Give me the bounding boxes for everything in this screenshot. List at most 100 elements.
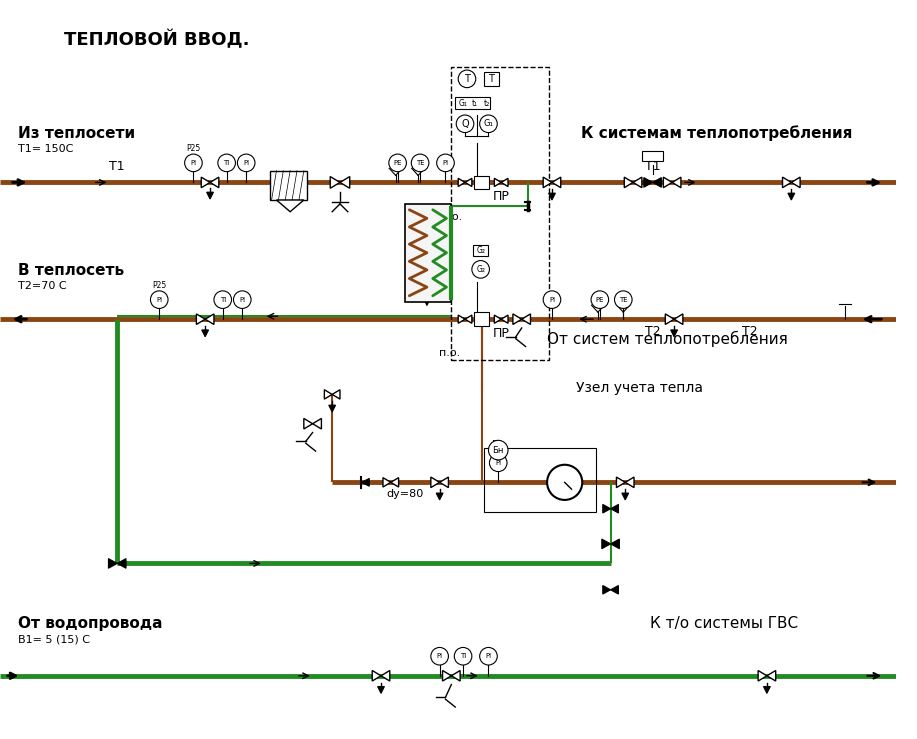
Polygon shape (391, 477, 399, 487)
Polygon shape (332, 389, 340, 399)
Polygon shape (439, 477, 448, 488)
Polygon shape (602, 505, 611, 513)
Polygon shape (304, 418, 313, 429)
Text: Q: Q (461, 119, 469, 129)
Polygon shape (494, 178, 502, 186)
Text: PE: PE (596, 296, 604, 303)
Polygon shape (522, 314, 530, 324)
Text: ТЕПЛОВОЙ ВВОД.: ТЕПЛОВОЙ ВВОД. (63, 30, 249, 50)
Bar (270, 171, 307, 200)
Text: К системам теплопотребления: К системам теплопотребления (581, 126, 853, 141)
Polygon shape (372, 670, 381, 681)
Polygon shape (622, 493, 629, 500)
Polygon shape (611, 505, 618, 513)
Text: PI: PI (243, 160, 249, 166)
Text: dy=80: dy=80 (387, 489, 424, 499)
Text: Бн: Бн (492, 440, 504, 450)
Polygon shape (201, 177, 210, 188)
Text: От водопровода: От водопровода (17, 616, 162, 632)
Text: п.о.: п.о. (438, 348, 460, 358)
Text: PI: PI (436, 653, 443, 659)
Circle shape (234, 291, 251, 308)
Bar (405, 204, 451, 302)
Circle shape (184, 154, 203, 171)
Text: G₁: G₁ (483, 119, 493, 129)
Bar (474, 313, 490, 326)
Circle shape (490, 454, 507, 471)
Polygon shape (458, 315, 465, 323)
Polygon shape (361, 478, 370, 486)
Text: t₁: t₁ (471, 99, 478, 108)
Text: Т1: Т1 (645, 160, 660, 173)
Polygon shape (633, 177, 642, 188)
Text: TI: TI (460, 653, 466, 659)
Polygon shape (513, 314, 522, 324)
Polygon shape (543, 177, 552, 188)
Polygon shape (117, 559, 126, 568)
Text: TE: TE (619, 296, 627, 303)
Text: п.о.: п.о. (441, 211, 462, 222)
Polygon shape (328, 405, 336, 412)
Polygon shape (767, 670, 776, 681)
Circle shape (454, 647, 472, 665)
Polygon shape (611, 585, 618, 594)
Bar (483, 72, 499, 86)
Circle shape (472, 261, 490, 278)
Polygon shape (674, 314, 683, 324)
Polygon shape (458, 178, 465, 186)
Text: G₂: G₂ (476, 265, 485, 274)
Polygon shape (653, 177, 661, 187)
Bar (474, 176, 490, 189)
Polygon shape (378, 687, 384, 693)
Polygon shape (666, 314, 674, 324)
Circle shape (543, 291, 561, 308)
Polygon shape (202, 330, 208, 337)
Text: t₂: t₂ (483, 99, 490, 108)
Polygon shape (340, 177, 349, 188)
Text: PI: PI (239, 296, 246, 303)
Text: Т1: Т1 (109, 160, 125, 173)
Text: Т2=70 С: Т2=70 С (17, 281, 66, 291)
Polygon shape (764, 687, 770, 693)
Polygon shape (552, 177, 561, 188)
Polygon shape (381, 670, 390, 681)
Text: G₁: G₁ (458, 99, 468, 108)
Polygon shape (494, 315, 502, 323)
Circle shape (150, 291, 168, 308)
Text: PI: PI (191, 160, 196, 166)
Text: PI: PI (549, 296, 555, 303)
Bar (455, 98, 491, 109)
Polygon shape (548, 193, 556, 200)
Polygon shape (502, 178, 508, 186)
Polygon shape (431, 477, 439, 488)
Polygon shape (196, 314, 205, 324)
Circle shape (436, 154, 454, 171)
Circle shape (458, 70, 476, 88)
Polygon shape (788, 193, 795, 200)
Circle shape (431, 647, 448, 665)
Text: PI: PI (495, 460, 502, 466)
Text: PE: PE (393, 160, 402, 166)
Text: В теплосеть: В теплосеть (17, 263, 124, 278)
Polygon shape (782, 177, 791, 188)
Polygon shape (313, 418, 322, 429)
Text: Бн: Бн (492, 446, 504, 454)
Polygon shape (451, 670, 460, 681)
Bar (483, 448, 596, 511)
Text: Т2: Т2 (645, 325, 660, 338)
Polygon shape (276, 200, 304, 212)
Polygon shape (206, 192, 214, 199)
Polygon shape (791, 177, 801, 188)
Text: P25: P25 (186, 144, 201, 153)
Polygon shape (108, 559, 117, 568)
Text: G₂: G₂ (476, 246, 485, 255)
Polygon shape (383, 477, 391, 487)
Polygon shape (644, 177, 653, 187)
Text: В1= 5 (15) С: В1= 5 (15) С (17, 635, 90, 644)
Text: P25: P25 (152, 281, 166, 290)
Polygon shape (625, 477, 634, 488)
Bar (473, 245, 489, 256)
Text: T: T (464, 74, 470, 84)
Polygon shape (602, 585, 611, 594)
Circle shape (412, 154, 429, 171)
